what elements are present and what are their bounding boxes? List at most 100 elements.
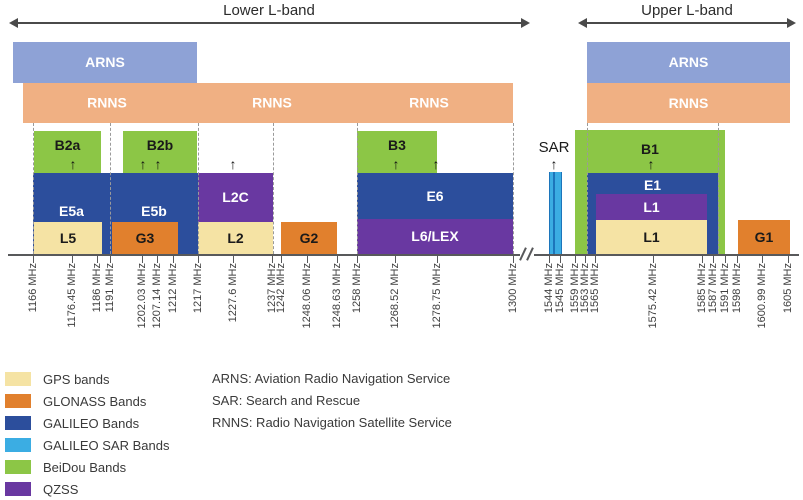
freq-tick <box>142 254 143 263</box>
band-edge-dashed-line <box>110 123 111 254</box>
gps-color-swatch <box>5 372 31 386</box>
freq-tick <box>272 254 273 263</box>
freq-label: 1242 MHz <box>275 263 287 314</box>
l2-band: L2 <box>198 222 273 254</box>
b1-label: B1 <box>641 141 659 157</box>
note-line: SAR: Search and Rescue <box>212 393 361 408</box>
e5a-label: E5a <box>59 203 84 219</box>
l2-label: L2 <box>227 229 244 246</box>
freq-tick <box>33 254 34 263</box>
b3-band: B3 <box>357 131 437 173</box>
center-frequency-arrow-icon: ↑ <box>154 156 162 172</box>
axis-break-icon <box>526 247 534 261</box>
l1-gps-label: L1 <box>643 228 660 245</box>
lower-lband-title: Lower L-band <box>223 2 315 19</box>
center-frequency-arrow-icon: ↑ <box>550 156 558 172</box>
band-edge-dashed-line <box>198 123 199 254</box>
abbreviation-notes: ARNS: Aviation Radio Navigation Service S… <box>212 368 452 434</box>
freq-tick <box>437 254 438 263</box>
freq-tick <box>198 254 199 263</box>
freq-label: 1176.45 MHz <box>66 263 78 328</box>
freq-label: 1268.52 MHz <box>389 263 401 329</box>
freq-tick <box>549 254 550 263</box>
freq-label: 1191 MHz <box>104 263 116 313</box>
legend-label: GPS bands <box>43 371 110 387</box>
freq-label: 1207.14 MHz <box>151 263 163 329</box>
b2b-band: B2b <box>123 131 197 173</box>
l5-label: L5 <box>59 229 77 246</box>
freq-tick <box>788 254 789 263</box>
freq-tick <box>337 254 338 263</box>
l6lex-label: L6/LEX <box>411 228 459 244</box>
freq-label: 1212 MHz <box>167 263 179 314</box>
freq-label: 1300 MHz <box>507 263 519 314</box>
legend-label: GALILEO Bands <box>43 415 140 431</box>
center-frequency-arrow-icon: ↑ <box>392 156 400 172</box>
frequency-axis-line <box>8 254 520 256</box>
frequency-axis-line <box>534 254 799 256</box>
freq-tick <box>281 254 282 263</box>
galileo-color-swatch <box>5 416 31 430</box>
freq-tick <box>173 254 174 263</box>
legend-label: QZSS <box>43 481 79 497</box>
legend-label: BeiDou Bands <box>43 459 127 475</box>
lower-lband-range-arrow <box>9 18 530 28</box>
band-edge-dashed-line <box>513 123 514 254</box>
center-frequency-arrow-icon: ↑ <box>69 156 77 172</box>
center-frequency-arrow-icon: ↑ <box>432 156 440 172</box>
freq-label: 1227.6 MHz <box>227 263 239 323</box>
legend-row: GALILEO Bands <box>5 412 169 434</box>
l2c-band: L2C <box>198 173 273 222</box>
band-edge-dashed-line <box>587 123 588 254</box>
freq-tick <box>513 254 514 263</box>
l1-gps-band: L1 <box>596 220 707 254</box>
freq-tick <box>762 254 763 263</box>
rnns-lower-label: RNNS <box>87 94 127 111</box>
rnns-upper-service-band: RNNS <box>587 83 790 123</box>
freq-label: 1600.99 MHz <box>756 263 768 329</box>
g2-label: G2 <box>299 229 319 246</box>
beidou-color-swatch <box>5 460 31 474</box>
note-line: RNNS: Radio Navigation Satellite Service <box>212 415 452 430</box>
freq-tick <box>97 254 98 263</box>
freq-label: 1248.06 MHz <box>301 263 313 329</box>
l1-qzss-label: L1 <box>643 198 660 215</box>
g1-band: G1 <box>738 220 790 254</box>
freq-tick <box>72 254 73 263</box>
freq-label: 1186 MHz <box>91 263 103 313</box>
freq-label: 1258 MHz <box>351 263 363 314</box>
freq-label: 1598 MHz <box>731 263 743 314</box>
freq-label: 1545 MHz <box>554 263 566 314</box>
freq-tick <box>585 254 586 263</box>
e5b-label: E5b <box>141 203 167 219</box>
band-edge-dashed-line <box>33 123 34 254</box>
upper-lband-title: Upper L-band <box>641 2 733 19</box>
freq-label: 1202.03 MHz <box>136 263 148 329</box>
arns-upper-label: ARNS <box>668 54 709 70</box>
freq-tick <box>653 254 654 263</box>
legend-row: QZSS <box>5 478 169 500</box>
freq-tick <box>575 254 576 263</box>
legend-label: GLONASS Bands <box>43 393 147 409</box>
glonass-color-swatch <box>5 394 31 408</box>
legend-row: GPS bands <box>5 368 169 390</box>
rnns-lower-label: RNNS <box>252 94 292 111</box>
freq-tick <box>307 254 308 263</box>
legend-row: BeiDou Bands <box>5 456 169 478</box>
rnns-lower-label: RNNS <box>409 94 449 111</box>
l6lex-band: L6/LEX <box>357 219 513 254</box>
e6-band: E6 <box>357 173 513 219</box>
freq-label: 1248.63 MHz <box>331 263 343 329</box>
center-frequency-arrow-icon: ↑ <box>229 156 237 172</box>
b2a-label: B2a <box>54 137 81 153</box>
freq-tick <box>110 254 111 263</box>
b2b-label: B2b <box>146 137 174 153</box>
arns-upper-service-band: ARNS <box>587 42 790 83</box>
freq-label: 1565 MHz <box>589 263 601 314</box>
freq-label: 1166 MHz <box>27 263 39 313</box>
freq-tick <box>713 254 714 263</box>
g3-label: G3 <box>135 229 155 246</box>
legend-label: GALILEO SAR Bands <box>43 437 170 453</box>
l5-band: L5 <box>34 222 102 254</box>
